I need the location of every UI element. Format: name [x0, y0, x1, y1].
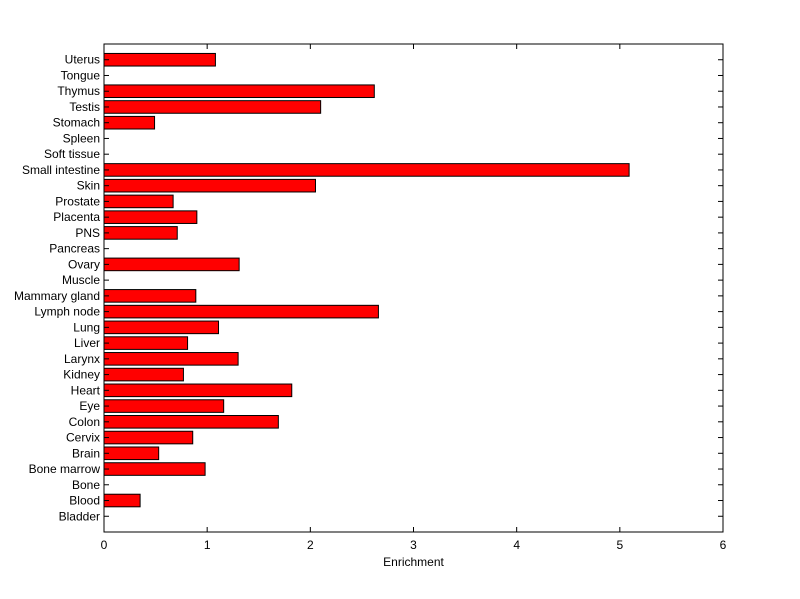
y-tick-label: Eye	[79, 399, 100, 413]
y-tick-label: Colon	[69, 415, 100, 429]
bar-mammary-gland	[103, 289, 197, 303]
x-tick-label: 5	[616, 538, 623, 552]
y-tick-label: Heart	[71, 383, 101, 397]
y-tick-label: Bone marrow	[29, 462, 101, 476]
y-tick-label: Thymus	[57, 84, 100, 98]
bar-lung	[103, 320, 220, 335]
bar-cervix	[103, 430, 194, 445]
y-tick-label: Uterus	[65, 53, 100, 67]
bar-skin	[103, 178, 316, 193]
y-tick-label: Soft tissue	[44, 147, 100, 161]
y-tick-label: Blood	[69, 494, 100, 508]
y-tick-label: Prostate	[55, 194, 100, 208]
x-axis-label: Enrichment	[383, 555, 444, 569]
y-tick-label: Stomach	[53, 116, 100, 130]
y-tick-label: Muscle	[62, 273, 100, 287]
bar-brain	[103, 446, 160, 461]
bars-group	[103, 52, 630, 508]
bar-thymus	[103, 84, 375, 99]
y-tick-label: Liver	[74, 336, 100, 350]
bar-larynx	[103, 352, 239, 366]
bar-bone-marrow	[103, 462, 206, 476]
bar-liver	[103, 336, 189, 350]
y-tick-label: Tongue	[61, 68, 101, 82]
y-tick-label: Placenta	[53, 210, 100, 224]
bar-blood	[103, 493, 141, 508]
y-tick-label: Lung	[73, 320, 100, 334]
x-tick-label: 6	[720, 538, 727, 552]
bar-testis	[103, 100, 322, 114]
y-tick-label: Skin	[77, 179, 100, 193]
bar-heart	[103, 383, 293, 398]
x-tick-label: 3	[410, 538, 417, 552]
bar-eye	[103, 399, 225, 413]
y-tick-label: Bladder	[59, 509, 100, 523]
bar-kidney	[103, 367, 184, 382]
bar-pns	[103, 226, 178, 240]
y-tick-label: PNS	[75, 226, 100, 240]
y-tick-label: Spleen	[63, 131, 100, 145]
bar-lymph-node	[103, 304, 379, 319]
y-tick-label: Small intestine	[22, 163, 100, 177]
bar-ovary	[103, 257, 240, 272]
x-axis-ticks: 0 1 2 3 4 5 6	[101, 44, 727, 552]
y-tick-label: Testis	[69, 100, 100, 114]
x-tick-label: 1	[204, 538, 211, 552]
y-tick-label: Lymph node	[34, 305, 100, 319]
x-tick-label: 0	[101, 538, 108, 552]
x-tick-label: 2	[307, 538, 314, 552]
y-tick-label: Kidney	[63, 368, 100, 382]
bar-small-intestine	[103, 163, 630, 177]
bar-uterus	[103, 52, 216, 67]
bar-prostate	[103, 194, 174, 209]
y-tick-label: Ovary	[68, 257, 100, 271]
x-tick-label: 4	[513, 538, 520, 552]
y-tick-label: Brain	[72, 446, 100, 460]
plot-area-frame	[103, 43, 724, 533]
bar-stomach	[103, 115, 156, 130]
y-tick-label: Pancreas	[49, 242, 100, 256]
y-tick-label: Mammary gland	[14, 289, 100, 303]
bar-colon	[103, 415, 279, 429]
bar-placenta	[103, 210, 198, 224]
y-tick-label: Larynx	[64, 352, 100, 366]
y-tick-label: Bone	[72, 478, 100, 492]
y-tick-label: Cervix	[66, 431, 100, 445]
